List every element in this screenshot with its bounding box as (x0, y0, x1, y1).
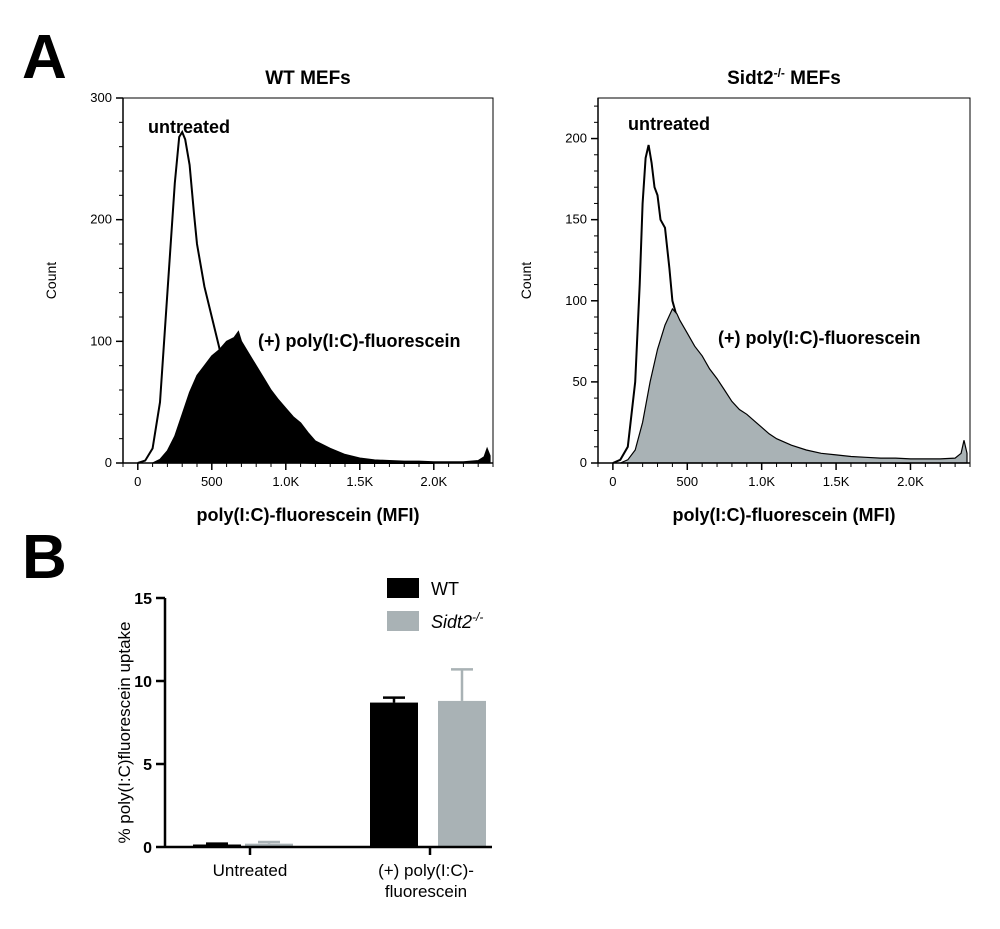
histogram-sidt2: 0 500 1.0K 1.5K 2.0K 0 50 100 150 200 Sidt2-/- MEF… (518, 66, 971, 525)
legend-name-sup: -/- (472, 610, 483, 624)
x-tick-label: 0 (609, 474, 616, 489)
legend-name: Sidt2 (431, 612, 472, 632)
chart-title-suffix: MEFs (785, 68, 841, 89)
category-label: fluorescein (385, 882, 467, 901)
y-tick-label: 0 (143, 840, 152, 857)
annotation-treated: (+) poly(I:C)-fluorescein (718, 328, 921, 348)
x-axis-label: poly(I:C)-fluorescein (MFI) (673, 505, 896, 525)
series-1-area (152, 330, 491, 464)
legend-name: WT (431, 579, 459, 599)
category-label: Untreated (213, 861, 288, 880)
panel-a-label: A (22, 23, 67, 92)
chart-title-text: Sidt2 (727, 68, 773, 89)
legend-swatch-0 (387, 578, 419, 598)
chart-title-text: WT MEFs (265, 68, 351, 89)
y-tick-label: 0 (580, 455, 587, 470)
y-tick-label: 5 (143, 757, 152, 774)
y-tick-label: 200 (565, 131, 587, 146)
x-tick-label: 1.5K (346, 474, 373, 489)
histogram-wt: 0 500 1.0K 1.5K 2.0K 0 100 200 300 WT MEFs poly(I:… (43, 68, 494, 525)
panel-b-label: B (22, 523, 67, 592)
chart-title: WT MEFs (265, 68, 351, 89)
y-tick-label: 10 (134, 674, 152, 691)
y-axis-label: Count (43, 262, 59, 299)
bar-chart-uptake: 0 5 10 15 Untreated (+) poly(I:C)- fluorescein… (115, 578, 492, 901)
chart-title: Sidt2-/- MEFs (727, 66, 841, 89)
y-tick-label: 50 (573, 374, 587, 389)
x-tick-label: 1.0K (272, 474, 299, 489)
annotation-untreated: untreated (148, 117, 230, 137)
y-tick-label: 200 (90, 212, 112, 227)
bar-1-1 (438, 700, 486, 847)
y-axis-label: % poly(I:C)fluorescein uptake (115, 621, 134, 843)
x-tick-label: 500 (201, 474, 223, 489)
legend-label-1: Sidt2-/- (431, 610, 483, 632)
legend-label-0: WT (431, 579, 459, 599)
y-tick-label: 150 (565, 212, 587, 227)
series-1-area (620, 307, 968, 464)
annotation-untreated: untreated (628, 114, 710, 134)
annotation-treated: (+) poly(I:C)-fluorescein (258, 331, 461, 351)
y-tick-label: 15 (134, 591, 152, 608)
x-tick-label: 1.5K (823, 474, 850, 489)
y-tick-label: 0 (105, 455, 112, 470)
x-tick-label: 0 (134, 474, 141, 489)
category-label: (+) poly(I:C)- (378, 861, 474, 880)
bar-0-1 (370, 702, 418, 847)
legend-swatch-1 (387, 611, 419, 631)
y-axis-label: Count (518, 262, 534, 299)
y-tick-label: 300 (90, 90, 112, 105)
x-tick-label: 2.0K (897, 474, 924, 489)
x-tick-label: 1.0K (748, 474, 775, 489)
x-axis-label: poly(I:C)-fluorescein (MFI) (197, 505, 420, 525)
chart-title-sup: -/- (774, 66, 785, 80)
y-tick-label: 100 (565, 293, 587, 308)
bar-1-0 (245, 843, 293, 847)
x-tick-label: 500 (676, 474, 698, 489)
x-tick-label: 2.0K (420, 474, 447, 489)
y-tick-label: 100 (90, 333, 112, 348)
